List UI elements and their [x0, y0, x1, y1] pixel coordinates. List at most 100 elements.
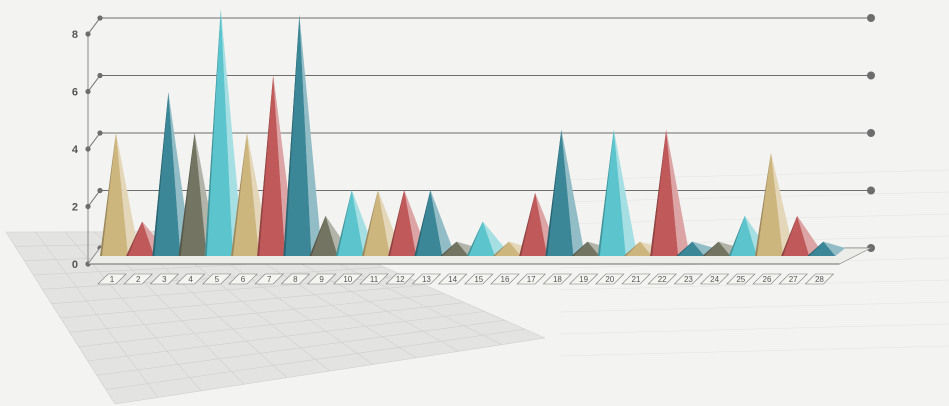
x-label-tile	[542, 273, 573, 285]
pyramid-edge	[231, 132, 247, 256]
pyramid-front-face	[388, 189, 417, 256]
pyramid-front-face	[519, 192, 548, 256]
gridline-end-dot	[867, 129, 875, 137]
gridline-dot	[97, 15, 103, 21]
x-tick-label: 1	[110, 275, 115, 284]
pyramid-edge	[781, 215, 798, 256]
pyramid-edge	[388, 189, 405, 256]
x-tick-label: 17	[527, 275, 536, 284]
floor-shadow	[6, 230, 545, 404]
x-label-tile	[647, 273, 677, 285]
x-tick-label: 13	[422, 275, 431, 284]
pyramid-side-face	[718, 241, 741, 256]
x-label-tile	[516, 273, 546, 285]
x-tick-label: 19	[579, 275, 588, 284]
x-tick-label: 11	[370, 275, 379, 284]
pyramid-side-face	[430, 189, 453, 256]
pyramid-bar	[283, 14, 322, 256]
pyramid-side-face	[561, 129, 584, 256]
x-label-tile	[752, 273, 782, 285]
x-label-tile	[97, 273, 127, 285]
x-tick-label: 5	[215, 275, 220, 284]
pyramid-front-face	[676, 241, 705, 256]
x-label-tile	[464, 273, 494, 285]
y-tick-label: 6	[72, 87, 78, 99]
gridline-dot	[97, 72, 103, 79]
floor-grid-line	[35, 231, 159, 398]
pyramid-front-face	[414, 189, 443, 256]
floor-grid-line	[5, 231, 116, 405]
pyramid-front-face	[545, 129, 574, 256]
pyramid-edge	[152, 92, 169, 256]
y-tick-label: 8	[72, 29, 78, 41]
pyramid-side-face	[613, 129, 636, 256]
pyramid-side-face	[587, 241, 610, 256]
x-tick-label: 25	[736, 275, 745, 284]
x-label-tile	[568, 273, 599, 285]
pyramid-bar	[493, 241, 531, 256]
x-label-tile	[306, 273, 337, 285]
x-label-tile	[149, 273, 180, 285]
gridline-dot	[97, 187, 103, 194]
x-label-tile	[778, 273, 808, 285]
pyramid-front-face	[309, 215, 338, 256]
x-label-tile	[385, 273, 415, 285]
y-axis: 0 2 4 6 8	[72, 29, 89, 271]
pyramid-edge	[100, 132, 116, 256]
x-tick-label: 24	[710, 275, 719, 284]
floor-grid-line	[559, 279, 949, 291]
gridline-depth	[87, 17, 101, 35]
pyramid-front-face	[597, 129, 626, 256]
pyramid-side-face	[509, 241, 531, 256]
pyramid-front-face	[335, 189, 364, 256]
pyramid-bar	[597, 129, 636, 256]
pyramid-edge	[335, 189, 352, 256]
x-label-tile	[202, 273, 232, 285]
pyramid-side-face	[116, 132, 138, 256]
x-tick-label: 22	[658, 275, 667, 284]
x-tick-label: 27	[789, 275, 798, 284]
x-label-tile	[673, 273, 704, 285]
pyramid-front-face	[283, 14, 312, 256]
pyramid-bar	[440, 241, 479, 256]
gridline-end-dot	[867, 71, 875, 80]
x-tick-label: 28	[815, 275, 824, 284]
gridline-depth	[87, 190, 101, 207]
pyramid-edge	[597, 129, 614, 256]
pyramid-edge	[728, 215, 745, 256]
pyramid-side-face	[456, 241, 479, 256]
pyramid-bar	[414, 189, 453, 256]
gridline-end-dot	[867, 14, 875, 22]
floor-grid	[5, 169, 949, 405]
floor-grid-line	[64, 231, 202, 391]
pyramid-bar	[571, 241, 610, 256]
pyramid-bars	[100, 8, 846, 256]
y-tick-label: 0	[72, 259, 78, 271]
x-tick-label: 6	[241, 275, 246, 284]
pyramid-front-face	[807, 241, 836, 256]
pyramid-bar	[204, 8, 243, 256]
x-tick-label: 15	[474, 275, 483, 284]
pyramid-bar	[676, 241, 715, 256]
pyramid-edge	[676, 241, 693, 256]
pyramid-front-face	[257, 74, 286, 256]
x-tick-label: 3	[162, 275, 167, 284]
x-label-tile	[123, 273, 153, 285]
x-tick-label: 26	[763, 275, 772, 284]
x-label-tile	[490, 273, 520, 285]
pyramid-bar	[781, 215, 820, 256]
x-label-tile	[228, 273, 258, 285]
pyramid-bar	[650, 129, 689, 256]
pyramid-front-face	[152, 92, 181, 256]
x-tick-label: 16	[501, 275, 510, 284]
pyramid-side-face	[299, 14, 322, 256]
pyramid-front-face	[755, 152, 783, 256]
y-tick-label: 2	[72, 202, 78, 214]
x-label-tile	[699, 273, 730, 285]
pyramid-edge	[283, 14, 300, 256]
floor-grid-line	[559, 169, 949, 181]
pyramid-front-face	[231, 132, 259, 256]
pyramid-edge	[493, 241, 509, 256]
